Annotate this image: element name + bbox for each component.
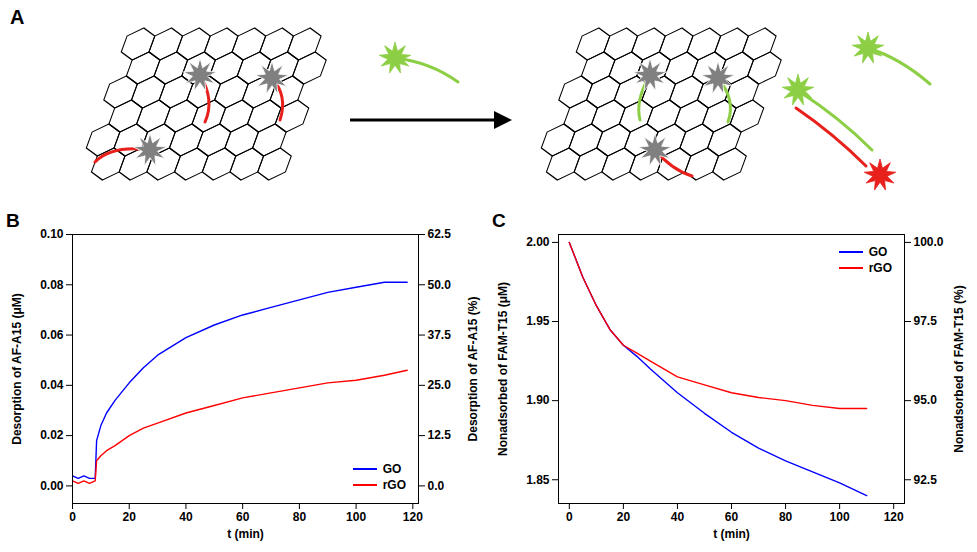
svg-text:0.00: 0.00 <box>40 479 64 493</box>
svg-text:1.90: 1.90 <box>526 393 550 407</box>
svg-text:0.08: 0.08 <box>40 278 64 292</box>
svg-text:80: 80 <box>293 510 307 524</box>
svg-text:0: 0 <box>566 510 573 524</box>
svg-text:60: 60 <box>236 510 250 524</box>
svg-text:92.5: 92.5 <box>914 473 938 487</box>
svg-text:62.5: 62.5 <box>428 227 452 241</box>
svg-text:0.10: 0.10 <box>40 227 64 241</box>
svg-text:0.04: 0.04 <box>40 378 64 392</box>
html-text:GO: GO <box>382 462 402 476</box>
svg-text:40: 40 <box>179 510 193 524</box>
svg-text:97.5: 97.5 <box>914 314 938 328</box>
html-text:GO: GO <box>868 245 888 259</box>
svg-text:0.06: 0.06 <box>40 328 64 342</box>
html-text:B: B <box>6 210 20 231</box>
svg-text:25.0: 25.0 <box>428 378 452 392</box>
svg-text:1.95: 1.95 <box>526 314 550 328</box>
svg-text:100: 100 <box>830 510 850 524</box>
svg-text:1.85: 1.85 <box>526 473 550 487</box>
svg-text:0.02: 0.02 <box>40 428 64 442</box>
svg-text:A: A <box>10 6 24 28</box>
svg-text:t (min): t (min) <box>713 527 750 541</box>
svg-text:50.0: 50.0 <box>428 278 452 292</box>
html-text:rGO: rGO <box>382 478 406 492</box>
svg-text:Desorption of AF-A15 (μM): Desorption of AF-A15 (μM) <box>10 293 24 445</box>
svg-text:37.5: 37.5 <box>428 328 452 342</box>
svg-text:2.00: 2.00 <box>526 235 550 249</box>
svg-text:95.0: 95.0 <box>914 393 938 407</box>
svg-text:0: 0 <box>69 510 76 524</box>
svg-text:20: 20 <box>617 510 631 524</box>
html-text:rGO: rGO <box>868 261 892 275</box>
svg-text:40: 40 <box>671 510 685 524</box>
svg-text:120: 120 <box>403 510 423 524</box>
svg-text:t (min): t (min) <box>227 527 264 541</box>
html-text:C: C <box>492 210 506 231</box>
svg-text:Nonadsorbed of FAM-T15 (%): Nonadsorbed of FAM-T15 (%) <box>952 285 966 452</box>
svg-text:Nonadsorbed of FAM-T15 (μM): Nonadsorbed of FAM-T15 (μM) <box>496 282 510 456</box>
svg-text:0.0: 0.0 <box>428 479 445 493</box>
svg-text:60: 60 <box>725 510 739 524</box>
svg-text:12.5: 12.5 <box>428 428 452 442</box>
svg-text:100.0: 100.0 <box>914 235 944 249</box>
svg-text:120: 120 <box>884 510 904 524</box>
svg-text:20: 20 <box>123 510 137 524</box>
svg-text:Desorption of AF-A15 (%): Desorption of AF-A15 (%) <box>466 297 480 442</box>
svg-text:100: 100 <box>346 510 366 524</box>
svg-text:80: 80 <box>779 510 793 524</box>
